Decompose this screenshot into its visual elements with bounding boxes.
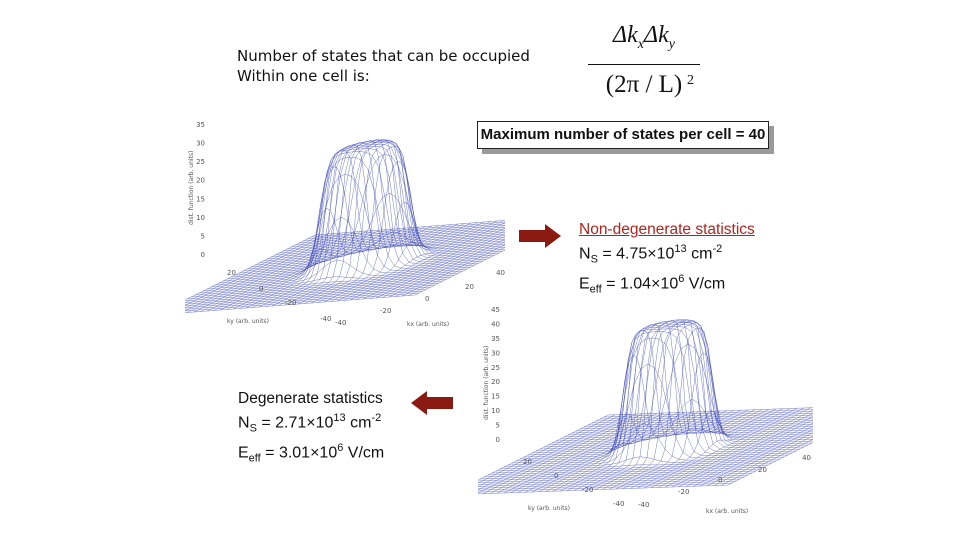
intro-text: Number of states that can be occupied Wi… bbox=[237, 46, 530, 86]
plot1-xlabel: kx (arb. units) bbox=[407, 321, 449, 328]
plot2-ylabel: ky (arb. units) bbox=[528, 505, 570, 512]
plot1-xtick-5: -40 bbox=[335, 319, 346, 327]
formula-numerator: ΔkxΔky bbox=[613, 22, 675, 52]
p2-zt-ztick-8: 10 bbox=[491, 407, 500, 415]
plot2-xtick-4: -20 bbox=[678, 488, 689, 496]
p2-zt-ztick-9: 5 bbox=[496, 422, 500, 430]
p1-zt-ztick-6: 10 bbox=[196, 214, 205, 222]
plot2-zlabel: dist. function (arb. units) bbox=[483, 346, 490, 420]
plot1-zlabel: dist. function (arb. units) bbox=[188, 151, 195, 225]
plot1-ytick-3: -20 bbox=[285, 299, 296, 307]
degenerate-distribution-plot: dist. function (arb. units) 45 40 35 30 25 20… bbox=[478, 306, 813, 515]
p1-zt-ztick-1: 35 bbox=[196, 121, 205, 129]
max-states-box: Maximum number of states per cell = 40 bbox=[477, 121, 769, 149]
plot1-xtick-4: -20 bbox=[380, 307, 391, 315]
arrow-left-icon bbox=[411, 391, 453, 415]
p1-zt-ztick-2: 30 bbox=[196, 140, 205, 148]
plot2-xtick-1: 40 bbox=[802, 454, 811, 462]
plot1-ytick-4: -40 bbox=[320, 315, 331, 323]
plot2-ytick-4: -40 bbox=[613, 500, 624, 508]
plot1-xtick-3: 0 bbox=[425, 295, 429, 303]
p2-mesh-wire bbox=[478, 319, 813, 495]
p2-zt-ztick-6: 20 bbox=[491, 378, 500, 386]
nondegenerate-eeff: Eeff = 1.04×106 V/cm bbox=[579, 272, 726, 296]
intro-line-1: Number of states that can be occupied bbox=[237, 47, 530, 65]
p1-zt-ztick-8: 0 bbox=[201, 251, 205, 259]
nondegenerate-heading: Non-degenerate statistics bbox=[579, 221, 755, 238]
plot2-xtick-5: -40 bbox=[638, 501, 649, 509]
p2-zt-ztick-4: 30 bbox=[491, 349, 500, 357]
plot2-ytick-1: 20 bbox=[523, 458, 532, 466]
plot2-mesh bbox=[478, 319, 813, 495]
plot2-xlabel: kx (arb. units) bbox=[706, 508, 748, 515]
plot1-xtick-1: 40 bbox=[496, 269, 505, 277]
nondegenerate-stats: Non-degenerate statistics NS = 4.75×1013… bbox=[579, 220, 755, 299]
p2-zt-ztick-10: 0 bbox=[496, 436, 500, 444]
arrow-right-icon bbox=[519, 224, 561, 248]
plot2-ytick-2: 0 bbox=[554, 472, 558, 480]
plot1-ytick-2: 0 bbox=[259, 285, 263, 293]
degenerate-ns: NS = 2.71×1013 cm-2 bbox=[238, 412, 382, 435]
p2-zt-ztick-2: 40 bbox=[491, 320, 500, 328]
plot1-mesh bbox=[185, 139, 505, 313]
plot2-xtick-3: 0 bbox=[718, 476, 722, 484]
p1-zt-ztick-7: 5 bbox=[201, 232, 205, 240]
degenerate-stats: Degenerate statistics NS = 2.71×1013 cm-… bbox=[238, 389, 384, 468]
p2-zt-ztick-3: 35 bbox=[491, 335, 500, 343]
states-per-cell-formula: ΔkxΔky (2π / L) 2 bbox=[588, 18, 700, 103]
p1-mesh-wire bbox=[185, 139, 505, 313]
plot2-ytick-3: -20 bbox=[582, 486, 593, 494]
plot1-xtick-2: 20 bbox=[465, 283, 474, 291]
plot2-zticks: 45 40 35 30 25 20 15 10 5 0 bbox=[491, 306, 500, 444]
nondegenerate-distribution-plot: dist. function (arb. units) 35 30 25 20 15 10… bbox=[185, 121, 505, 328]
p2-zt-ztick-5: 25 bbox=[491, 364, 500, 372]
degenerate-heading: Degenerate statistics bbox=[238, 390, 383, 407]
intro-line-2: Within one cell is: bbox=[237, 67, 370, 85]
formula-fraction-bar bbox=[588, 63, 700, 66]
p1-zt-ztick-5: 15 bbox=[196, 195, 205, 203]
p2-zt-ztick-7: 15 bbox=[491, 393, 500, 401]
degenerate-eeff: Eeff = 3.01×106 V/cm bbox=[238, 441, 385, 465]
nondegenerate-ns: NS = 4.75×1013 cm-2 bbox=[579, 243, 723, 266]
formula-denominator: (2π / L) 2 bbox=[605, 71, 694, 99]
plot1-ytick-1: 20 bbox=[227, 269, 236, 277]
plot2-xtick-2: 20 bbox=[758, 466, 767, 474]
plot1-zticks: 35 30 25 20 15 10 5 0 bbox=[196, 121, 205, 259]
p1-zt-ztick-4: 20 bbox=[196, 177, 205, 185]
plot1-ylabel: ky (arb. units) bbox=[227, 318, 269, 325]
p1-zt-ztick-3: 25 bbox=[196, 158, 205, 166]
p2-zt-ztick-1: 45 bbox=[491, 306, 500, 314]
